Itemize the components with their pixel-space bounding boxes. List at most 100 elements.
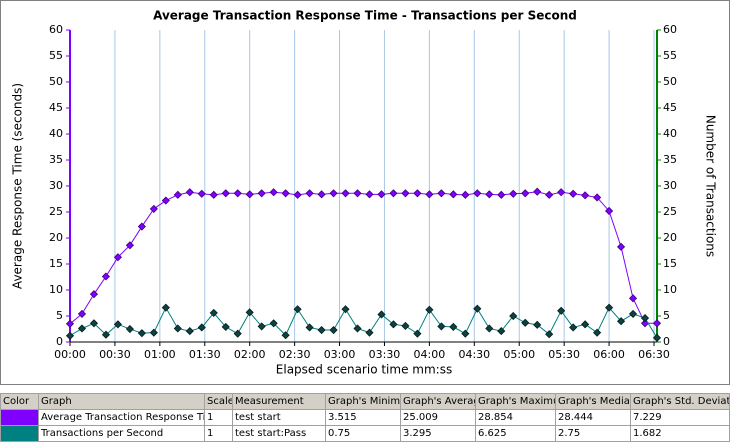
- y2-tick-label: 30: [663, 179, 677, 192]
- data-point: [125, 324, 134, 334]
- data-point: [497, 327, 506, 336]
- x-tick-label: 05:00: [503, 348, 535, 361]
- column-header: Graph's Maximum: [475, 393, 556, 410]
- data-point: [365, 190, 374, 199]
- table-cell: 2.75: [555, 425, 631, 442]
- y-axis-title: Average Response Time (seconds): [11, 83, 25, 289]
- y-tick-label: 0: [56, 335, 63, 348]
- y2-tick-label: 5: [663, 309, 670, 322]
- y-tick-label: 60: [49, 23, 63, 36]
- y-tick-label: 30: [49, 179, 63, 192]
- data-point: [77, 309, 87, 318]
- data-point: [389, 320, 398, 329]
- data-point: [605, 206, 614, 216]
- table-cell: test start: [232, 409, 326, 426]
- data-point: [221, 322, 230, 331]
- data-point: [557, 306, 566, 315]
- data-point: [628, 309, 638, 318]
- data-point: [149, 328, 158, 337]
- data-point: [113, 253, 122, 262]
- table-cell: Transactions per Second: [38, 425, 205, 442]
- y2-tick-label: 40: [663, 127, 677, 140]
- column-header: Color: [0, 393, 39, 410]
- data-point: [652, 319, 662, 328]
- column-header: Measurement: [232, 393, 326, 410]
- data-point: [377, 310, 386, 319]
- data-point: [401, 321, 410, 330]
- data-point: [185, 327, 194, 336]
- y2-tick-label: 10: [663, 283, 677, 296]
- y-tick-label: 10: [49, 283, 63, 296]
- table-row: Transactions per Second 1 test start:Pass 0…: [0, 425, 730, 442]
- x-tick-label: 01:00: [144, 348, 176, 361]
- x-axis-title: Elapsed scenario time mm:ss: [276, 363, 452, 377]
- data-point: [413, 329, 422, 338]
- table-cell: 28.854: [475, 409, 556, 426]
- data-point: [581, 191, 590, 200]
- data-point: [65, 319, 75, 328]
- table-row: Average Transaction Response Time 1 test s…: [0, 409, 730, 426]
- x-tick-label: 00:30: [99, 348, 131, 361]
- table-cell: 28.444: [555, 409, 631, 426]
- x-tick-label: 05:30: [548, 348, 580, 361]
- x-tick-label: 02:30: [279, 348, 311, 361]
- data-point: [377, 190, 386, 199]
- y-tick-label: 15: [49, 257, 63, 270]
- data-point: [652, 333, 662, 342]
- data-point: [149, 204, 158, 213]
- table-cell: 0.75: [325, 425, 401, 442]
- table-cell: test start:Pass: [232, 425, 326, 442]
- data-point: [185, 188, 194, 197]
- table-cell: 6.625: [475, 425, 556, 442]
- data-point: [509, 189, 518, 198]
- data-point: [221, 189, 230, 198]
- data-point: [329, 325, 338, 335]
- data-point: [281, 189, 290, 198]
- data-point: [425, 190, 434, 199]
- data-point: [425, 305, 434, 314]
- y2-tick-label: 50: [663, 75, 677, 88]
- data-point: [461, 329, 470, 338]
- data-point: [173, 190, 182, 199]
- data-point: [389, 189, 398, 198]
- data-point: [545, 190, 554, 199]
- data-point: [628, 294, 638, 303]
- column-header: Graph's Minimum: [325, 393, 401, 410]
- y-tick-label: 45: [49, 101, 63, 114]
- data-point: [329, 189, 338, 198]
- data-point: [533, 187, 542, 196]
- y-tick-label: 5: [56, 309, 63, 322]
- data-point: [113, 320, 122, 329]
- data-point: [317, 190, 326, 199]
- data-point: [125, 241, 134, 250]
- data-point: [533, 320, 542, 329]
- x-tick-label: 06:30: [638, 348, 670, 361]
- chart-title: Average Transaction Response Time - Tran…: [153, 9, 577, 23]
- data-point: [89, 290, 99, 299]
- data-point: [101, 272, 111, 281]
- data-point: [257, 322, 266, 331]
- data-point: [401, 189, 410, 198]
- data-point: [449, 190, 458, 199]
- data-point: [485, 190, 494, 199]
- chart-frame: [0, 0, 730, 385]
- data-point: [197, 323, 206, 332]
- data-point: [317, 325, 326, 335]
- data-point: [521, 189, 530, 198]
- data-point: [341, 305, 350, 314]
- y-tick-label: 25: [49, 205, 63, 218]
- data-point: [233, 329, 242, 338]
- y2-tick-label: 15: [663, 257, 677, 270]
- color-swatch: [0, 425, 39, 442]
- data-point: [305, 323, 314, 332]
- y2-tick-label: 35: [663, 153, 677, 166]
- column-header: Graph's Average: [400, 393, 476, 410]
- y2-tick-label: 25: [663, 205, 677, 218]
- data-point: [137, 329, 146, 338]
- table-cell: 1: [204, 409, 233, 426]
- x-tick-label: 03:00: [324, 348, 356, 361]
- data-point: [497, 190, 506, 199]
- data-point: [581, 320, 590, 329]
